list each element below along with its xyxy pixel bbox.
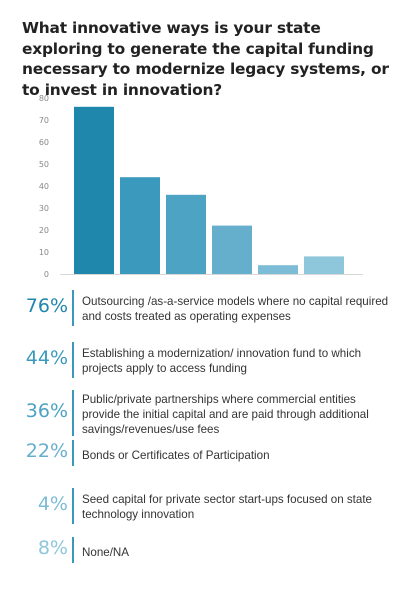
percent-value: 4% [37,493,68,515]
category-label: Seed capital for private sector start-up… [82,493,372,521]
y-tick-label: 70 [39,116,49,125]
category-label: Outsourcing /as-a-service models where n… [82,295,389,323]
percent-value: 8% [37,537,68,559]
percent-value: 44% [25,347,68,369]
y-tick-label: 30 [39,204,49,213]
category-label: None/NA [82,546,130,559]
percent-value: 76% [25,295,68,317]
bar [74,106,114,274]
divider-line [72,440,74,466]
y-tick-label: 80 [39,94,49,103]
bar-chart: 0 10 20 30 40 50 60 70 80 [39,94,363,279]
divider-line [72,290,74,326]
category-label: Public/private partnerships where commer… [82,393,369,436]
divider-line [72,342,74,378]
category-label: Establishing a modernization/ innovation… [82,347,362,375]
bar [304,256,344,274]
y-tick-label: 0 [44,270,49,279]
bar [212,225,252,274]
divider-line [72,390,74,436]
divider-line [72,488,74,524]
percent-value: 22% [25,440,68,462]
bar [258,265,298,274]
y-tick-label: 20 [39,226,49,235]
bar [166,194,206,274]
chart-title: What innovative ways is your state explo… [22,19,389,99]
percent-value: 36% [25,400,68,422]
y-tick-label: 10 [39,248,49,257]
bar [120,177,160,274]
divider-line [72,537,74,563]
y-tick-label: 50 [39,160,49,169]
y-tick-label: 60 [39,138,49,147]
category-label: Bonds or Certificates of Participation [82,449,270,462]
y-tick-label: 40 [39,182,49,191]
